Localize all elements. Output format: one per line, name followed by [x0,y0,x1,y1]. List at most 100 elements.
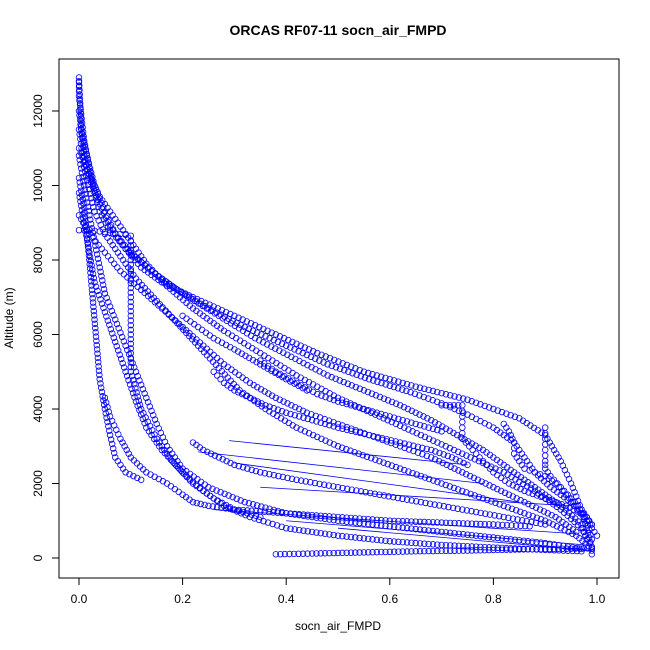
data-point [369,516,376,523]
data-point [274,509,281,516]
data-point [494,521,502,528]
data-point [334,484,342,491]
data-point [201,501,208,509]
data-point [322,393,329,401]
data-point [516,546,523,553]
data-point [403,380,411,388]
data-point [426,500,434,507]
data-point [436,449,443,457]
x-tick-label: 0.6 [381,592,398,606]
data-point [98,245,105,253]
data-point [445,503,452,511]
data-point [343,398,350,405]
data-point [214,305,222,312]
data-point [334,549,342,557]
data-point [76,131,83,138]
data-point [488,498,495,505]
data-point [486,511,494,518]
data-point [251,321,259,329]
x-tick-label: 0.0 [71,592,88,606]
data-point [425,424,432,431]
data-point [403,525,411,532]
data-point [287,344,294,351]
data-point [96,264,103,271]
data-point [89,299,97,306]
data-point [326,355,334,362]
data-point [424,415,431,422]
data-point [101,308,109,316]
data-point [481,533,488,540]
data-point [326,421,333,429]
data-point [259,339,267,346]
data-point [330,516,337,524]
data-point [309,431,317,439]
data-point [542,424,549,431]
data-point [364,388,372,396]
data-point [194,323,202,331]
data-point [357,373,364,380]
data-point [390,377,398,384]
data-point [472,508,480,516]
data-point [356,404,363,411]
data-point [479,457,487,465]
data-point [382,381,389,388]
data-point [438,528,445,536]
data-point [299,349,306,357]
data-point [99,277,106,284]
data-point [401,444,408,452]
data-point [588,551,596,558]
data-point [339,399,346,406]
data-point [297,426,304,433]
data-point [542,452,549,459]
data-point [77,149,84,156]
data-point [317,414,324,421]
data-point [264,519,272,526]
data-point [490,534,497,541]
data-point [102,410,109,417]
data-point [569,498,577,506]
data-point [576,506,583,513]
data-point [297,342,304,349]
data-point [335,358,342,365]
data-point [266,470,273,478]
data-point [234,348,242,355]
data-point [472,543,480,550]
data-point [395,538,402,546]
connector-line [286,520,587,546]
data-point [457,434,465,441]
data-point [117,435,124,442]
data-point [84,203,92,210]
data-point [76,116,84,124]
data-point [86,186,93,193]
data-point [472,450,480,457]
data-point [438,402,445,409]
data-point [520,537,527,544]
data-point [304,550,311,557]
data-point [258,331,265,338]
data-point [578,510,585,517]
data-point [125,351,133,358]
data-point [546,496,553,504]
data-point [450,446,458,454]
data-point [356,366,363,374]
data-point [573,502,580,510]
data-point [553,450,560,457]
data-point [133,389,140,396]
data-point [283,525,290,532]
data-point [490,405,497,413]
data-point [533,545,540,553]
data-point [459,395,467,402]
data-point [578,521,585,528]
data-point [367,454,375,462]
data-point [151,416,159,423]
data-point [313,418,320,425]
data-point [352,403,359,410]
data-point [432,448,439,455]
data-point [76,112,83,119]
data-point [98,300,106,307]
data-point [136,377,143,384]
data-point [77,198,84,205]
data-point [304,513,311,520]
data-point [430,477,437,484]
